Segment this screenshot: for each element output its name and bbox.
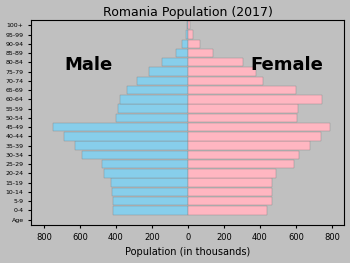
Bar <box>138 77 188 85</box>
Bar <box>188 151 299 159</box>
Bar <box>188 197 272 205</box>
Bar <box>188 169 276 178</box>
Text: Female: Female <box>250 55 323 74</box>
Bar <box>188 132 321 140</box>
Bar <box>188 58 243 67</box>
Bar <box>120 95 188 104</box>
Bar <box>187 21 188 29</box>
Bar <box>188 86 296 94</box>
Bar <box>188 21 190 29</box>
Bar <box>102 160 188 168</box>
Title: Romania Population (2017): Romania Population (2017) <box>103 6 273 19</box>
Bar <box>113 206 188 215</box>
Bar <box>176 49 188 57</box>
Bar <box>188 104 298 113</box>
Bar <box>188 77 264 85</box>
Bar <box>188 30 193 39</box>
Bar <box>188 206 267 215</box>
Bar <box>53 123 188 131</box>
Bar <box>64 132 188 140</box>
Bar <box>188 160 294 168</box>
Bar <box>127 86 188 94</box>
Bar <box>116 114 188 122</box>
Bar <box>188 114 297 122</box>
Bar <box>113 197 188 205</box>
Bar <box>188 40 201 48</box>
Bar <box>111 179 188 187</box>
Bar <box>188 67 256 76</box>
Bar <box>118 104 188 113</box>
Bar <box>182 40 188 48</box>
Bar <box>186 30 188 39</box>
Bar <box>188 49 213 57</box>
Bar <box>188 123 330 131</box>
Bar <box>188 141 310 150</box>
Text: Male: Male <box>65 55 113 74</box>
Bar <box>188 179 272 187</box>
Bar <box>162 58 188 67</box>
X-axis label: Population (in thousands): Population (in thousands) <box>125 247 251 257</box>
Bar <box>149 67 188 76</box>
Bar <box>112 188 188 196</box>
Bar <box>104 169 188 178</box>
Bar <box>188 95 322 104</box>
Bar <box>188 188 272 196</box>
Bar <box>75 141 188 150</box>
Bar <box>82 151 188 159</box>
